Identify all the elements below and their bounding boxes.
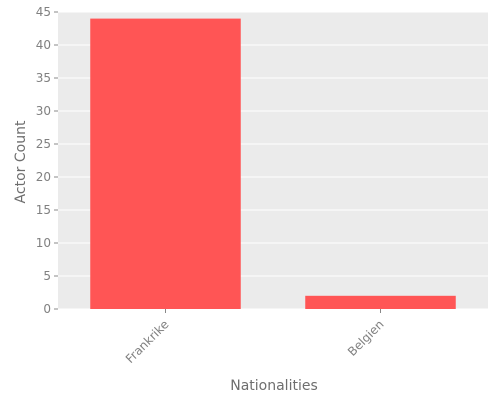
y-tick-label: 10 <box>36 236 51 250</box>
y-tick-label: 30 <box>36 104 51 118</box>
x-axis-ticks: Frankrike Belgien <box>123 309 387 366</box>
y-tick-label: 25 <box>36 137 51 151</box>
y-axis-label: Actor Count <box>13 120 29 203</box>
bars <box>90 18 456 309</box>
bar-frankrike <box>90 18 241 309</box>
y-tick-label: 20 <box>36 170 51 184</box>
y-axis-ticks: 0 5 10 15 20 25 30 35 40 45 <box>36 5 58 316</box>
y-tick-label: 0 <box>43 302 51 316</box>
y-tick-label: 45 <box>36 5 51 19</box>
y-tick-label: 35 <box>36 71 51 85</box>
y-tick-label: 5 <box>43 269 51 283</box>
x-axis-label: Nationalities <box>230 378 318 394</box>
bar-belgien <box>305 295 456 309</box>
y-tick-label: 15 <box>36 203 51 217</box>
y-tick-label: 40 <box>36 38 51 52</box>
x-tick-label: Belgien <box>345 317 387 359</box>
x-tick-label: Frankrike <box>123 317 172 366</box>
